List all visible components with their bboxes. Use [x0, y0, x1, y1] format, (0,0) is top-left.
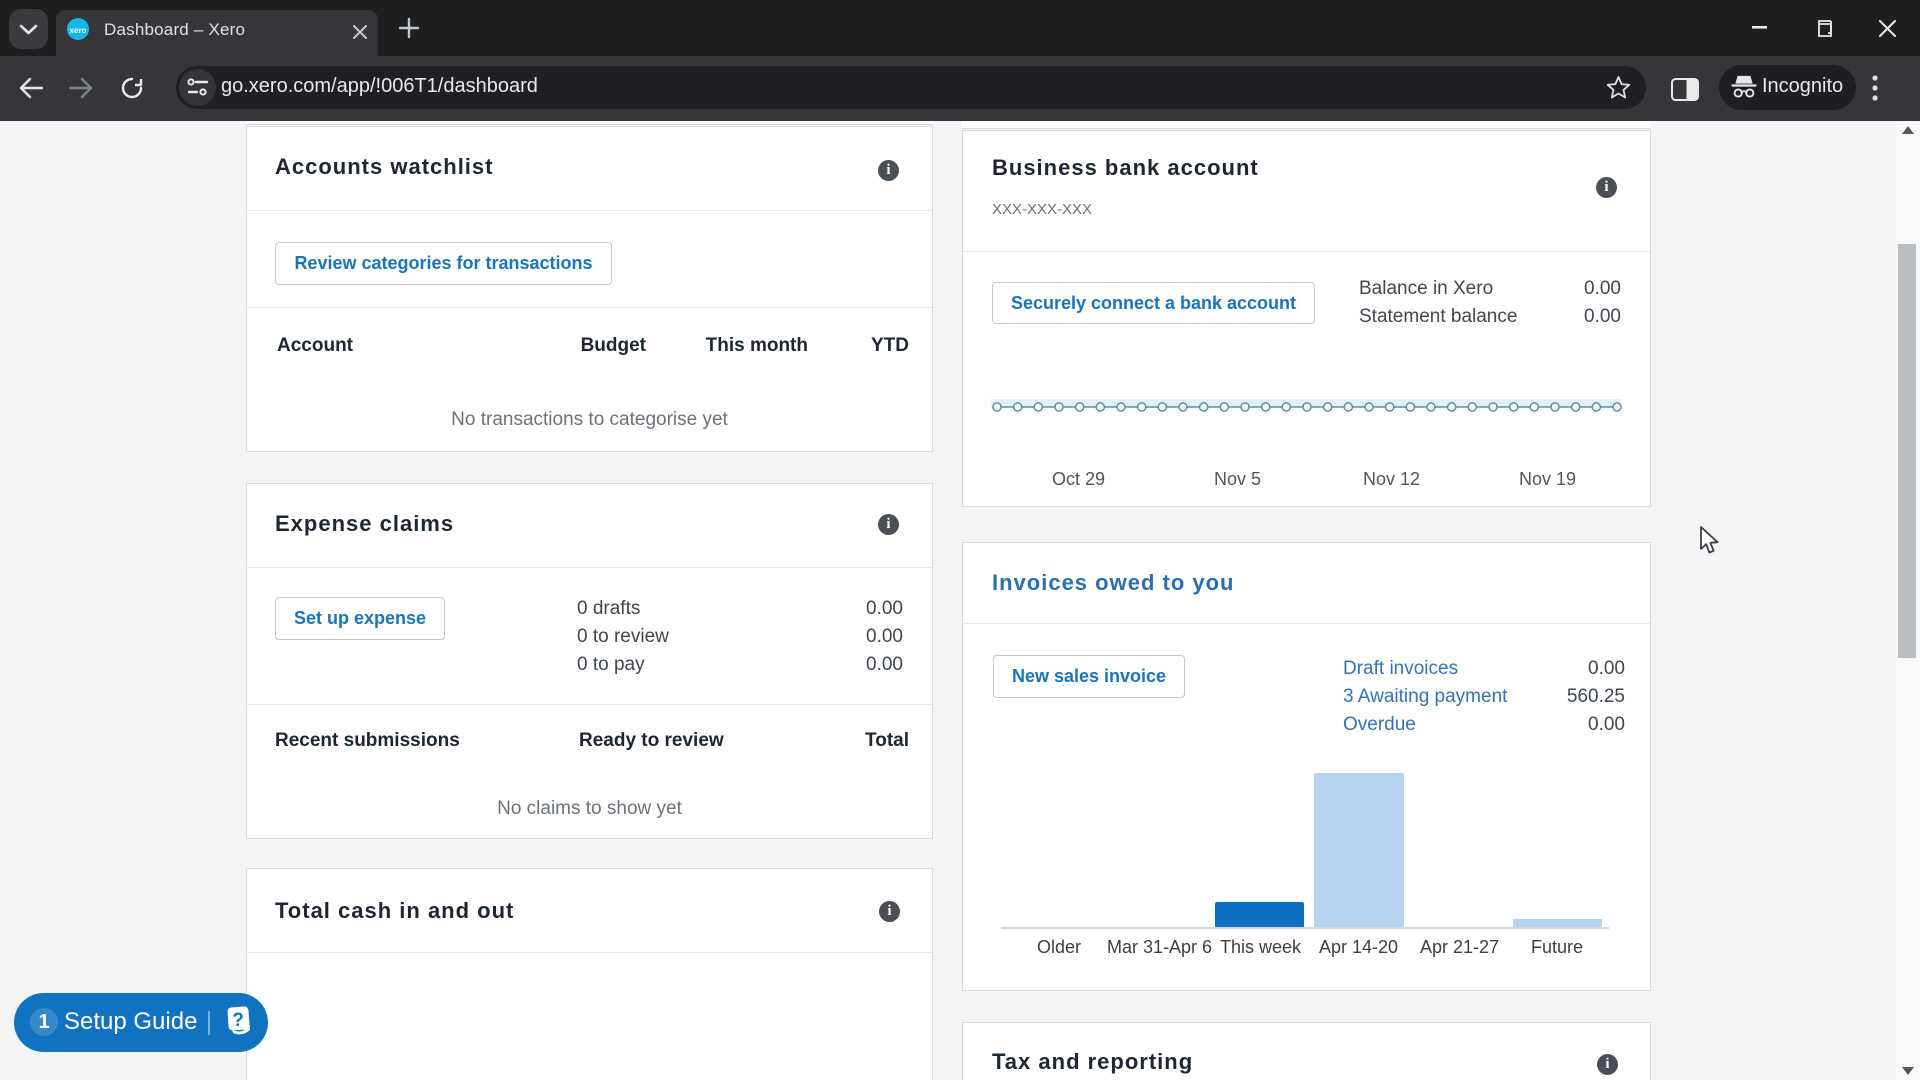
svg-text:xero: xero — [70, 26, 87, 35]
svg-text:?: ? — [232, 1010, 244, 1031]
